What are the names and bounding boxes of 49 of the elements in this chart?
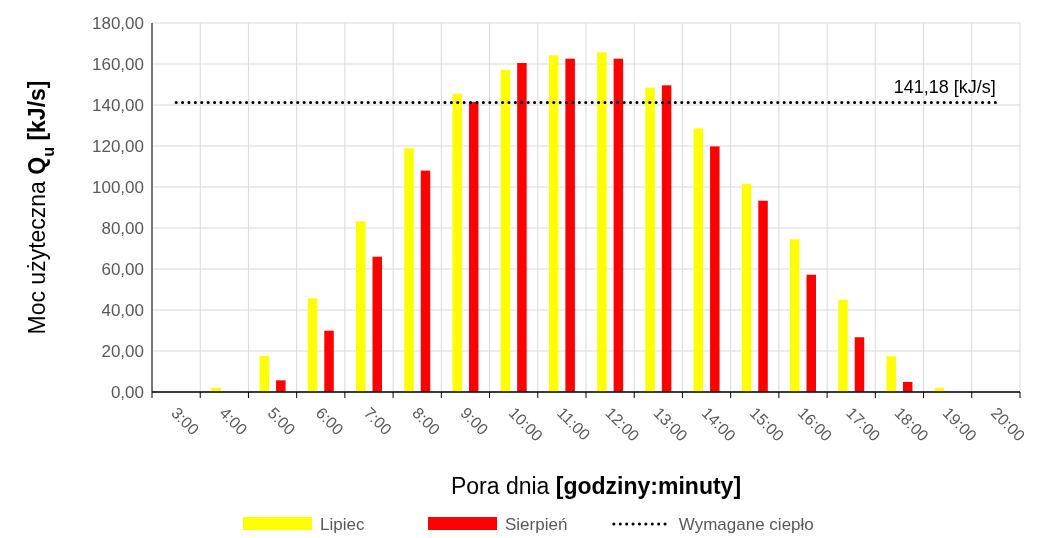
bar [886,356,896,392]
legend-label: Sierpień [505,515,568,534]
bar [645,87,655,392]
y-tick-label: 60,00 [101,259,144,279]
bar [806,274,816,392]
bar [276,380,286,392]
bar [372,256,382,392]
y-tick-label: 0,00 [110,382,144,402]
y-tick-label: 180,00 [92,13,144,33]
x-tick-label: 6:00 [312,404,347,439]
bar [259,355,270,392]
bar [741,183,752,392]
bar [838,299,848,392]
y-tick-label: 120,00 [92,136,144,156]
bar [693,128,704,392]
bar [661,85,672,392]
x-tick-label: 4:00 [216,404,251,439]
annotation: 141,18 [kJ/s] [893,76,996,97]
bar [404,148,414,392]
bar [420,170,431,392]
bar [356,221,366,392]
bar [517,62,527,392]
x-tick-label: 7:00 [360,404,396,439]
bar [565,58,575,392]
x-tick-label: 3:00 [168,404,203,439]
bar [324,330,334,392]
bar [710,146,720,392]
bar [452,93,462,392]
bar [613,58,624,392]
bar [597,52,607,392]
y-tick-label: 140,00 [92,95,144,115]
bar [548,55,559,392]
y-tick-label: 160,00 [92,54,144,74]
legend-label: Lipiec [320,515,365,534]
x-tick-label: 5:00 [264,404,299,439]
legend-label: Wymagane ciepło [678,515,814,534]
bar [500,69,511,392]
bar [758,200,768,392]
y-tick-label: 40,00 [101,300,144,320]
y-tick-label: 80,00 [101,218,144,238]
bar [854,337,865,392]
y-tick-label: 100,00 [92,177,144,197]
x-tick-label: 9:00 [457,404,492,439]
bar [790,239,800,392]
bar [468,101,479,392]
y-tick-label: 20,00 [101,341,144,361]
x-tick-label: 8:00 [409,404,444,439]
bar [307,298,318,392]
x-axis-title: Pora dnia [godziny:minuty] [450,473,742,499]
